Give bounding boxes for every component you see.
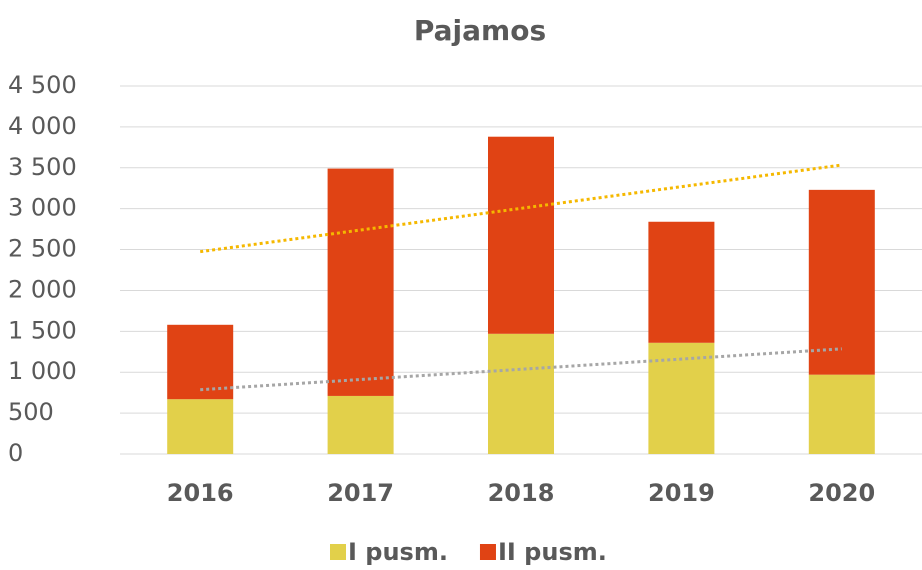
x-tick-label: 2016 xyxy=(167,479,234,507)
bar xyxy=(167,399,234,454)
legend-label: II pusm. xyxy=(498,538,607,566)
x-tick-label: 2020 xyxy=(808,479,875,507)
chart-title: Pajamos xyxy=(414,14,546,47)
x-tick-label: 2019 xyxy=(648,479,715,507)
bar xyxy=(808,189,875,375)
bar xyxy=(327,395,394,454)
y-tick-label: 1 500 xyxy=(8,316,77,344)
x-tick-label: 2017 xyxy=(327,479,394,507)
y-tick-label: 2 000 xyxy=(8,275,77,303)
bar xyxy=(648,342,715,454)
trendline xyxy=(200,347,842,392)
bar xyxy=(488,136,554,334)
y-tick-label: 1 000 xyxy=(8,357,77,385)
bar xyxy=(808,374,875,454)
y-tick-label: 0 xyxy=(8,439,23,467)
y-tick-label: 2 500 xyxy=(8,235,77,263)
y-tick-label: 4 500 xyxy=(8,71,77,99)
bar xyxy=(327,168,394,396)
bar xyxy=(167,324,234,400)
y-tick-label: 3 000 xyxy=(8,194,77,222)
y-tick-label: 500 xyxy=(8,398,54,426)
legend-swatch xyxy=(479,544,496,560)
legend-swatch xyxy=(330,544,346,560)
legend-label: I pusm. xyxy=(348,538,448,566)
y-tick-label: 3 500 xyxy=(8,153,77,181)
bar xyxy=(648,221,715,343)
x-tick-label: 2018 xyxy=(488,479,555,507)
bar xyxy=(488,333,554,454)
y-tick-label: 4 000 xyxy=(8,112,77,140)
